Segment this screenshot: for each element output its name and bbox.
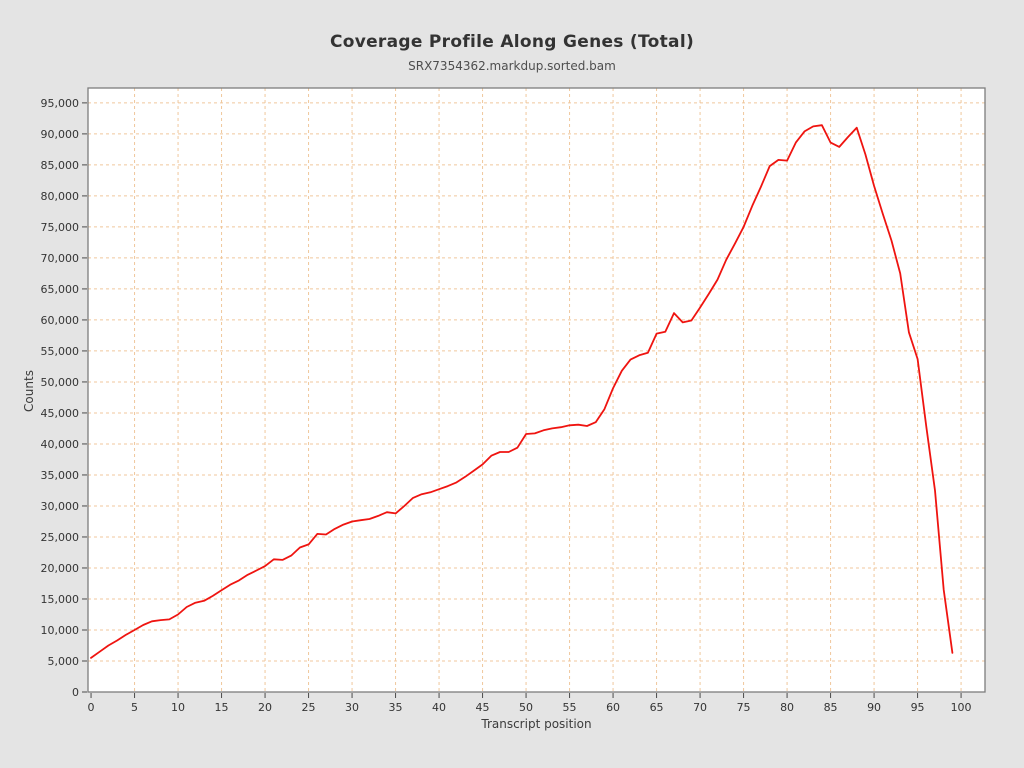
y-tick-label: 0 (72, 686, 79, 699)
x-tick-label: 65 (650, 701, 664, 714)
x-tick-label: 5 (131, 701, 138, 714)
x-tick-label: 90 (867, 701, 881, 714)
x-tick-label: 95 (911, 701, 925, 714)
x-tick-label: 40 (432, 701, 446, 714)
y-tick-label: 15,000 (41, 593, 80, 606)
x-tick-label: 25 (302, 701, 316, 714)
y-tick-label: 10,000 (41, 624, 80, 637)
x-tick-label: 75 (737, 701, 751, 714)
y-tick-label: 65,000 (41, 283, 80, 296)
coverage-line-series (90, 124, 954, 659)
y-axis-title: Counts (22, 370, 36, 412)
y-tick-label: 55,000 (41, 345, 80, 358)
x-axis-title: Transcript position (481, 717, 592, 731)
x-tick-label: 80 (780, 701, 794, 714)
x-tick-label: 45 (476, 701, 490, 714)
x-tick-label: 60 (606, 701, 620, 714)
y-tick-label: 45,000 (41, 407, 80, 420)
plot-area (88, 88, 985, 692)
x-tick-label: 15 (215, 701, 229, 714)
y-tick-label: 20,000 (41, 562, 80, 575)
plot-border (87, 87, 986, 693)
x-tick-label: 50 (519, 701, 533, 714)
y-tick-label: 75,000 (41, 221, 80, 234)
x-tick-label: 20 (258, 701, 272, 714)
y-tick-label: 60,000 (41, 314, 80, 327)
y-tick-label: 40,000 (41, 438, 80, 451)
chart-subtitle: SRX7354362.markdup.sorted.bam (408, 59, 616, 73)
y-tick-label: 5,000 (48, 655, 80, 668)
x-tick-label: 0 (88, 701, 95, 714)
y-tick-label: 90,000 (41, 128, 80, 141)
y-tick-label: 95,000 (41, 97, 80, 110)
y-tick-label: 50,000 (41, 376, 80, 389)
y-tick-label: 70,000 (41, 252, 80, 265)
x-tick-label: 100 (951, 701, 972, 714)
x-tick-label: 85 (824, 701, 838, 714)
y-tick-label: 80,000 (41, 190, 80, 203)
y-tick-label: 35,000 (41, 469, 80, 482)
chart-title: Coverage Profile Along Genes (Total) (329, 32, 695, 52)
y-tick-label: 25,000 (41, 531, 80, 544)
x-tick-label: 55 (563, 701, 577, 714)
x-tick-label: 35 (389, 701, 403, 714)
x-tick-label: 70 (693, 701, 707, 714)
x-tick-label: 30 (345, 701, 359, 714)
y-tick-label: 30,000 (41, 500, 80, 513)
x-tick-label: 10 (171, 701, 185, 714)
y-tick-label: 85,000 (41, 159, 80, 172)
